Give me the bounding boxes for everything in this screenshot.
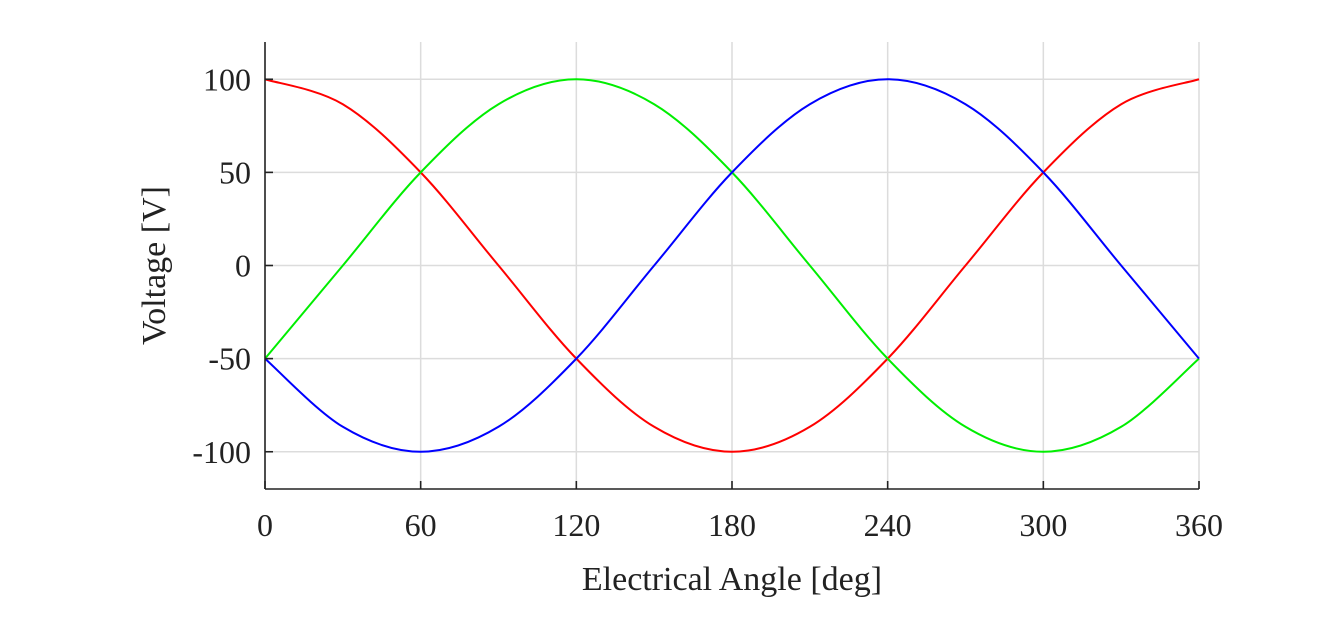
plot-series: [264, 78, 1200, 453]
tick-labels: 0 60 120 180 240 300 360 100 50 0 -50 -100: [192, 61, 1223, 543]
grid: [265, 42, 1200, 489]
y-tick-label: -100: [192, 434, 251, 470]
y-tick-label: 100: [203, 61, 251, 97]
x-tick-label: 60: [405, 507, 437, 543]
x-tick-label: 240: [864, 507, 912, 543]
x-tick-label: 120: [552, 507, 600, 543]
y-tick-label: 50: [219, 154, 251, 190]
y-tick-label: -50: [208, 341, 251, 377]
x-tick-label: 300: [1019, 507, 1067, 543]
y-axis-label: Voltage [V]: [136, 186, 173, 345]
axes: [264, 42, 1200, 490]
x-tick-label: 180: [708, 507, 756, 543]
y-tick-label: 0: [235, 248, 251, 284]
x-tick-label: 0: [257, 507, 273, 543]
x-tick-label: 360: [1175, 507, 1223, 543]
series-line-3: [264, 78, 1200, 453]
x-axis-label: Electrical Angle [deg]: [582, 561, 882, 598]
